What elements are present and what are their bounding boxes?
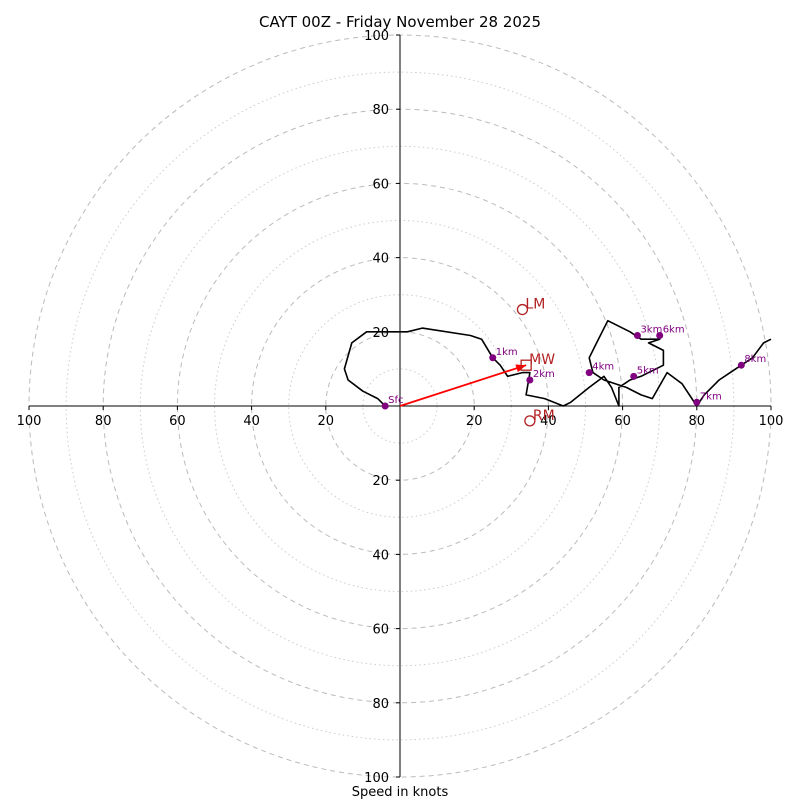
height-marker-label: 3km: [640, 325, 662, 336]
y-tick-label: 40: [372, 548, 389, 563]
x-tick-label: 80: [95, 414, 112, 429]
storm-motion-marker: [524, 415, 536, 427]
shear-vector: [399, 364, 527, 407]
x-tick-label: 100: [759, 414, 784, 429]
height-marker-label: Sfc: [388, 395, 403, 406]
height-marker-dot: [381, 402, 389, 410]
x-tick-label: 100: [17, 414, 42, 429]
storm-motion-marker: [520, 359, 532, 371]
height-marker-dot: [633, 332, 641, 340]
x-tick-label: 80: [689, 414, 706, 429]
height-marker-dot: [526, 376, 534, 384]
y-tick-label: 80: [372, 103, 389, 118]
storm-motion-label: RM: [533, 408, 555, 424]
x-tick-label: 40: [540, 414, 557, 429]
y-tick-label: 100: [364, 771, 389, 786]
x-axis-label: Speed in knots: [352, 785, 449, 800]
y-tick-label: 60: [372, 177, 389, 192]
height-marker-dot: [630, 372, 638, 380]
height-marker-dot: [656, 332, 664, 340]
x-tick-label: 60: [614, 414, 631, 429]
height-markers: Sfc 1km 2km 3km 4km 5km 6km 7km 8km: [381, 325, 766, 410]
chart-title: CAYT 00Z - Friday November 28 2025: [259, 13, 541, 31]
height-marker-label: 6km: [663, 325, 685, 336]
height-marker-dot: [693, 398, 701, 406]
height-marker-dot: [737, 361, 745, 369]
x-tick-label: 60: [169, 414, 186, 429]
height-marker-label: 2km: [533, 369, 555, 380]
height-marker-dot: [489, 354, 497, 362]
y-tick-label: 40: [372, 252, 389, 267]
x-tick-label: 20: [466, 414, 483, 429]
height-marker-label: 7km: [700, 391, 722, 402]
y-tick-label: 20: [372, 474, 389, 489]
shear-vector-line: [399, 364, 527, 407]
storm-motions: LM MW RM: [516, 297, 555, 427]
height-marker-label: 8km: [744, 354, 766, 365]
x-tick-label: 40: [243, 414, 260, 429]
y-tick-label: 100: [364, 29, 389, 44]
y-tick-label: 80: [372, 697, 389, 712]
storm-motion-marker: [516, 303, 529, 316]
storm-motion-label: MW: [529, 352, 555, 368]
y-tick-label: 60: [372, 623, 389, 638]
height-marker-dot: [585, 369, 593, 377]
y-tick-label: 20: [372, 326, 389, 341]
x-tick-label: 20: [318, 414, 335, 429]
tick-labels: 100 80 60 40 20 20 40 60 80 100 100 80 60 40 20 20 40 60 8…: [17, 29, 784, 786]
height-marker-label: 5km: [637, 365, 659, 376]
storm-motion-label: LM: [525, 297, 545, 313]
height-marker-label: 4km: [592, 362, 614, 373]
height-marker-label: 1km: [496, 347, 518, 358]
